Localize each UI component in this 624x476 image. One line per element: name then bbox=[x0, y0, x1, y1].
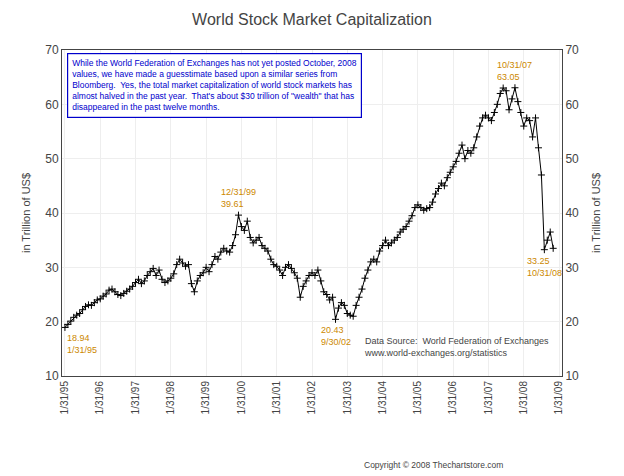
svg-text:50: 50 bbox=[565, 152, 579, 166]
svg-text:10: 10 bbox=[565, 369, 579, 383]
svg-text:10: 10 bbox=[45, 369, 59, 383]
svg-text:1/31/05: 1/31/05 bbox=[412, 381, 423, 415]
svg-text:1/31/08: 1/31/08 bbox=[518, 381, 529, 415]
svg-text:1/31/03: 1/31/03 bbox=[342, 381, 353, 415]
svg-text:1/31/04: 1/31/04 bbox=[377, 381, 388, 415]
svg-text:1/31/95: 1/31/95 bbox=[59, 381, 70, 415]
svg-text:20: 20 bbox=[565, 315, 579, 329]
svg-text:30: 30 bbox=[45, 261, 59, 275]
svg-text:1/31/96: 1/31/96 bbox=[94, 381, 105, 415]
svg-text:70: 70 bbox=[565, 43, 579, 57]
svg-text:12/31/9939.61: 12/31/9939.61 bbox=[221, 187, 256, 209]
svg-text:10/31/0763.05: 10/31/0763.05 bbox=[497, 60, 532, 82]
svg-text:Copyright © 2008 Thechartstore: Copyright © 2008 Thechartstore.com bbox=[364, 460, 503, 470]
svg-text:30: 30 bbox=[565, 261, 579, 275]
svg-text:40: 40 bbox=[45, 206, 59, 220]
svg-text:1/31/07: 1/31/07 bbox=[483, 381, 494, 415]
svg-text:70: 70 bbox=[45, 43, 59, 57]
svg-text:18.941/31/95: 18.941/31/95 bbox=[67, 333, 97, 355]
svg-text:World Stock Market Capitalizat: World Stock Market Capitalization bbox=[192, 11, 432, 28]
svg-text:20.439/30/02: 20.439/30/02 bbox=[321, 325, 351, 347]
svg-text:While the World Federation of: While the World Federation of Exchanges … bbox=[72, 58, 357, 112]
svg-text:1/31/01: 1/31/01 bbox=[271, 381, 282, 415]
svg-text:1/31/99: 1/31/99 bbox=[200, 381, 211, 415]
svg-text:1/31/00: 1/31/00 bbox=[236, 381, 247, 415]
svg-text:in Trillion of US$: in Trillion of US$ bbox=[590, 173, 602, 253]
svg-text:20: 20 bbox=[45, 315, 59, 329]
svg-text:in Trillion of US$: in Trillion of US$ bbox=[20, 173, 32, 253]
svg-text:1/31/09: 1/31/09 bbox=[553, 381, 564, 415]
svg-text:1/31/97: 1/31/97 bbox=[130, 381, 141, 415]
svg-text:Data Source: World Federation: Data Source: World Federation of Exchang… bbox=[364, 336, 549, 358]
svg-text:1/31/02: 1/31/02 bbox=[306, 381, 317, 415]
svg-text:60: 60 bbox=[565, 98, 579, 112]
svg-text:40: 40 bbox=[565, 206, 579, 220]
svg-text:1/31/98: 1/31/98 bbox=[165, 381, 176, 415]
svg-text:60: 60 bbox=[45, 98, 59, 112]
svg-text:1/31/06: 1/31/06 bbox=[447, 381, 458, 415]
svg-text:33.2510/31/08: 33.2510/31/08 bbox=[527, 256, 562, 278]
svg-text:50: 50 bbox=[45, 152, 59, 166]
